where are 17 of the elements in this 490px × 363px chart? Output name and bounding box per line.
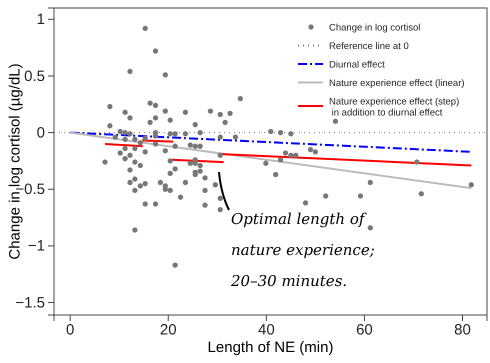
x-axis-title: Length of NE (min) bbox=[208, 339, 334, 356]
y-tick-label: −1.5 bbox=[15, 294, 45, 312]
x-tick-label: 0 bbox=[66, 322, 74, 339]
x-tick-label: 80 bbox=[454, 322, 471, 339]
y-tick-label: 0 bbox=[36, 124, 45, 142]
legend-label: Nature experience effect (step) in addition to diurnal effect bbox=[329, 96, 460, 118]
x-tick-label: 40 bbox=[258, 322, 275, 339]
legend-label: Change in log cortisol bbox=[329, 22, 420, 34]
legend-label: Reference line at 0 bbox=[329, 40, 409, 52]
y-tick-label: −1 bbox=[28, 238, 45, 255]
y-tick-label: 0.5 bbox=[24, 68, 45, 85]
annotation: Optimal length of nature experience; 20–30 minutes. bbox=[230, 210, 375, 290]
y-tick-label: 1 bbox=[36, 11, 45, 28]
x-tick-label: 20 bbox=[160, 322, 177, 339]
legend-label: Nature experience effect (linear) bbox=[329, 78, 465, 89]
x-tick-label: 60 bbox=[356, 322, 373, 339]
legend-label: Diurnal effect bbox=[329, 59, 386, 70]
